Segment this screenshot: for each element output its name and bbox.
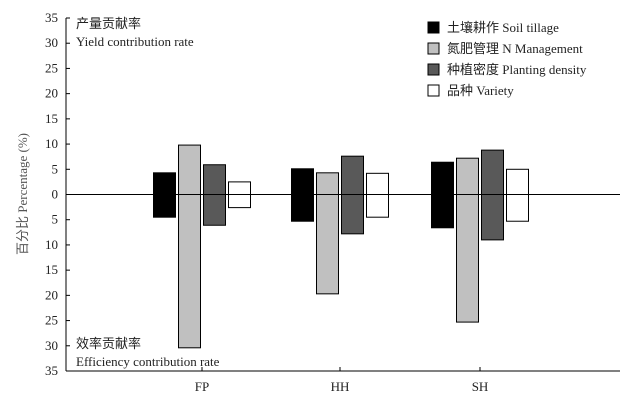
y-tick-label: 5 — [52, 212, 59, 227]
bar-yield — [481, 149, 504, 196]
bar-yield — [341, 155, 364, 195]
bar-yield — [153, 172, 176, 196]
legend: 土壤耕作 Soil tillage 氮肥管理 N Management 种植密度 P… — [427, 20, 587, 98]
legend-swatch — [427, 21, 440, 34]
y-axis-label: 百分比 Percentage (%) — [15, 133, 30, 255]
y-tick-label: 35 — [45, 363, 58, 378]
bar-efficiency — [366, 194, 389, 218]
bar-yield — [366, 172, 389, 196]
efficiency-annotation-cn: 效率贡献率 — [76, 336, 141, 351]
bar-efficiency — [431, 194, 454, 229]
legend-swatch — [427, 63, 440, 76]
bar-efficiency — [203, 194, 226, 226]
bar-yield — [228, 181, 251, 195]
bar-efficiency — [506, 194, 529, 222]
y-tick-label: 35 — [45, 10, 58, 25]
yield-annotation-cn: 产量贡献率 — [76, 16, 141, 31]
x-category-label: SH — [472, 379, 489, 394]
plot-area: 35 30 25 20 15 10 5 0 5 10 15 20 25 30 35 FP HH SH — [45, 10, 620, 394]
bar-efficiency — [481, 194, 504, 241]
y-tick-label: 5 — [52, 161, 59, 176]
yield-annotation-en: Yield contribution rate — [76, 34, 194, 49]
bar-efficiency — [178, 194, 201, 349]
bar-yield — [203, 164, 226, 196]
y-tick-label: 20 — [45, 287, 58, 302]
x-category-label: HH — [331, 379, 350, 394]
bar-yield — [291, 168, 314, 196]
bar-efficiency — [316, 194, 339, 295]
legend-swatch — [427, 84, 440, 97]
bar-efficiency — [153, 194, 176, 218]
x-category-label: FP — [195, 379, 209, 394]
y-tick-label: 30 — [45, 338, 58, 353]
efficiency-annotation-en: Efficiency contribution rate — [76, 354, 220, 369]
legend-label: 品种 Variety — [447, 83, 514, 98]
y-tick-label: 25 — [45, 60, 58, 75]
legend-label: 种植密度 Planting density — [447, 62, 587, 77]
bar-efficiency — [456, 194, 479, 323]
legend-swatch — [427, 42, 440, 55]
y-tick-label: 20 — [45, 86, 58, 101]
y-tick-label: 0 — [52, 187, 59, 202]
bar-yield — [316, 172, 339, 196]
y-tick-label: 25 — [45, 313, 58, 328]
y-tick-label: 10 — [45, 136, 58, 151]
bar-yield — [506, 168, 529, 196]
bar-yield — [456, 157, 479, 195]
bar-yield — [431, 161, 454, 195]
bar-efficiency — [291, 194, 314, 222]
legend-label: 土壤耕作 Soil tillage — [447, 20, 559, 35]
y-tick-label: 15 — [45, 262, 58, 277]
y-tick-label: 15 — [45, 111, 58, 126]
bar-efficiency — [341, 194, 364, 235]
y-tick-label: 10 — [45, 237, 58, 252]
bar-efficiency — [228, 194, 251, 209]
y-tick-label: 30 — [45, 35, 58, 50]
bar-yield — [178, 144, 201, 195]
legend-label: 氮肥管理 N Management — [447, 41, 583, 56]
